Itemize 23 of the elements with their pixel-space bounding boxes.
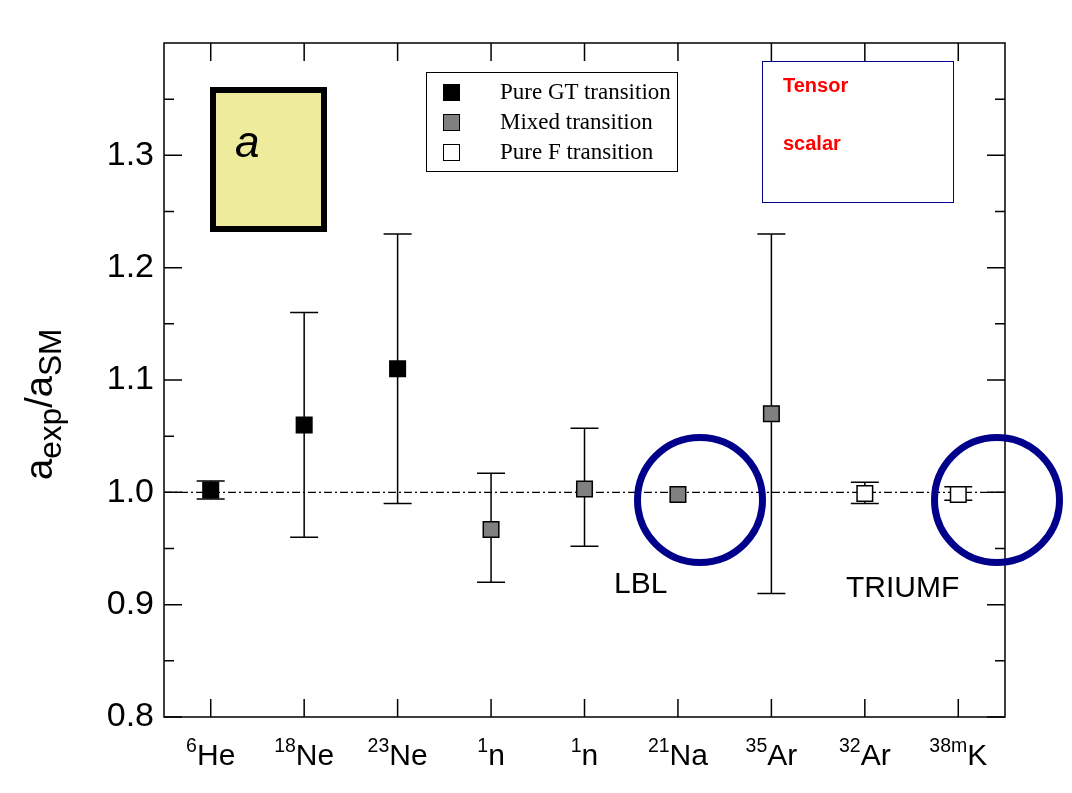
point (669, 486, 687, 504)
y-tick-label: 1.3 (106, 133, 154, 172)
point (202, 481, 220, 499)
point (949, 486, 967, 504)
point (295, 416, 313, 434)
legend-label: Mixed transition (500, 108, 653, 136)
point (575, 480, 594, 498)
point (762, 405, 780, 423)
point (482, 520, 500, 538)
annotation: Tensor (783, 74, 849, 97)
y-tick-label: 1.1 (106, 358, 154, 397)
annotation: LBL (614, 566, 668, 600)
y-tick-label: 1.0 (106, 470, 154, 509)
y-tick-label: 0.8 (106, 695, 154, 734)
point (856, 484, 874, 502)
y-tick-label: 1.2 (106, 246, 154, 285)
annotation: TRIUMF (846, 570, 960, 604)
legend-label: Pure F transition (500, 138, 654, 166)
y-tick-label: 0.9 (106, 583, 154, 622)
annotation: scalar (783, 132, 841, 155)
legend-label: Pure GT transition (500, 78, 671, 106)
point (389, 360, 407, 378)
annotation: a (235, 117, 260, 167)
